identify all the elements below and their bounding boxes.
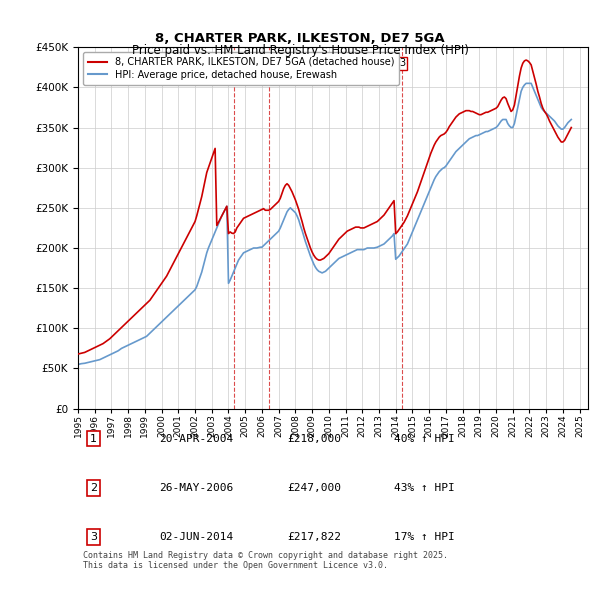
Text: Price paid vs. HM Land Registry's House Price Index (HPI): Price paid vs. HM Land Registry's House … xyxy=(131,44,469,57)
Text: 17% ↑ HPI: 17% ↑ HPI xyxy=(394,532,455,542)
Text: £218,000: £218,000 xyxy=(287,434,341,444)
Text: 8, CHARTER PARK, ILKESTON, DE7 5GA: 8, CHARTER PARK, ILKESTON, DE7 5GA xyxy=(155,32,445,45)
Text: £217,822: £217,822 xyxy=(287,532,341,542)
Text: 43% ↑ HPI: 43% ↑ HPI xyxy=(394,483,455,493)
Text: 02-JUN-2014: 02-JUN-2014 xyxy=(160,532,234,542)
Text: Contains HM Land Registry data © Crown copyright and database right 2025.
This d: Contains HM Land Registry data © Crown c… xyxy=(83,550,448,570)
Text: 1: 1 xyxy=(230,58,236,68)
Text: 26-MAY-2006: 26-MAY-2006 xyxy=(160,483,234,493)
Legend: 8, CHARTER PARK, ILKESTON, DE7 5GA (detached house), HPI: Average price, detache: 8, CHARTER PARK, ILKESTON, DE7 5GA (deta… xyxy=(83,52,400,85)
Text: 2: 2 xyxy=(265,58,272,68)
Text: 1: 1 xyxy=(90,434,97,444)
Text: £247,000: £247,000 xyxy=(287,483,341,493)
Text: 40% ↑ HPI: 40% ↑ HPI xyxy=(394,434,455,444)
Text: 3: 3 xyxy=(90,532,97,542)
Text: 3: 3 xyxy=(400,58,406,68)
Text: 2: 2 xyxy=(90,483,97,493)
Text: 20-APR-2004: 20-APR-2004 xyxy=(160,434,234,444)
